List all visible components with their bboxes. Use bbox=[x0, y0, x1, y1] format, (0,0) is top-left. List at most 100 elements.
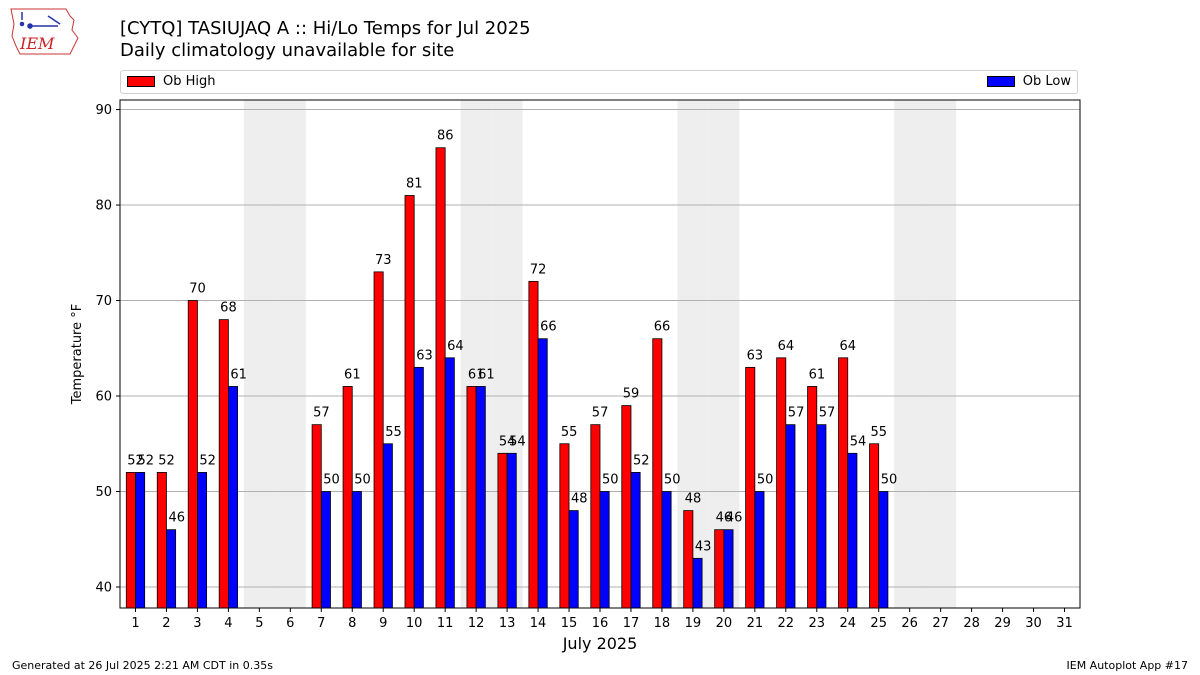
bar-low-day-8 bbox=[351, 491, 362, 609]
weekend-band bbox=[708, 100, 740, 608]
bar-low-day-13 bbox=[506, 452, 517, 609]
x-tick-label: 12 bbox=[468, 616, 485, 631]
bar-low-day-4 bbox=[227, 386, 238, 609]
data-label-low: 63 bbox=[416, 348, 433, 363]
title-line-1: [CYTQ] TASIUJAQ A :: Hi/Lo Temps for Jul… bbox=[120, 18, 531, 39]
bar-low-day-24 bbox=[847, 452, 858, 609]
bar-low-day-11 bbox=[444, 357, 455, 609]
data-label-high: 48 bbox=[685, 492, 702, 507]
bar-low-day-25 bbox=[878, 491, 889, 609]
bar-high-day-24 bbox=[838, 357, 849, 609]
x-tick-label: 27 bbox=[932, 616, 949, 631]
y-tick-label: 90 bbox=[95, 103, 112, 118]
data-label-high: 64 bbox=[778, 339, 795, 354]
data-label-low: 57 bbox=[788, 406, 805, 421]
legend-item-low: Ob Low bbox=[986, 74, 1071, 89]
data-label-high: 86 bbox=[437, 129, 454, 144]
x-tick-label: 25 bbox=[870, 616, 887, 631]
data-label-low: 50 bbox=[881, 473, 898, 488]
data-label-high: 81 bbox=[406, 176, 423, 191]
x-tick-label: 31 bbox=[1056, 616, 1073, 631]
data-label-low: 64 bbox=[447, 339, 464, 354]
data-label-high: 46 bbox=[716, 511, 733, 526]
x-tick-label: 22 bbox=[778, 616, 795, 631]
data-label-high: 63 bbox=[747, 348, 764, 363]
x-tick-label: 30 bbox=[1025, 616, 1042, 631]
bar-high-day-17 bbox=[621, 405, 632, 609]
x-tick-label: 7 bbox=[317, 616, 325, 631]
bar-high-day-18 bbox=[652, 338, 663, 609]
data-label-high: 57 bbox=[313, 406, 330, 421]
x-tick-label: 17 bbox=[623, 616, 640, 631]
bar-high-day-19 bbox=[683, 510, 694, 609]
bar-high-day-13 bbox=[497, 452, 508, 609]
x-axis-label: July 2025 bbox=[562, 634, 638, 653]
iem-logo: IEM bbox=[10, 8, 79, 55]
bar-low-day-12 bbox=[475, 386, 486, 609]
bar-low-day-7 bbox=[320, 491, 331, 609]
data-label-high: 52 bbox=[127, 453, 144, 468]
data-label-high: 61 bbox=[468, 367, 485, 382]
x-tick-label: 28 bbox=[963, 616, 980, 631]
x-tick-label: 15 bbox=[561, 616, 578, 631]
data-label-high: 59 bbox=[623, 387, 640, 402]
data-label-high: 72 bbox=[530, 262, 547, 277]
x-tick-label: 26 bbox=[901, 616, 918, 631]
data-label-low: 54 bbox=[850, 434, 867, 449]
x-tick-label: 6 bbox=[286, 616, 294, 631]
data-label-high: 68 bbox=[220, 301, 237, 316]
bar-high-day-21 bbox=[745, 366, 756, 609]
x-tick-label: 13 bbox=[499, 616, 516, 631]
y-tick-label: 80 bbox=[95, 199, 112, 214]
weekend-band bbox=[894, 100, 926, 608]
chart-title: [CYTQ] TASIUJAQ A :: Hi/Lo Temps for Jul… bbox=[120, 18, 531, 62]
bar-low-day-17 bbox=[630, 472, 641, 609]
data-label-low: 52 bbox=[137, 453, 154, 468]
footer-app: IEM Autoplot App #17 bbox=[1066, 659, 1189, 672]
x-tick-label: 23 bbox=[809, 616, 826, 631]
bar-high-day-8 bbox=[342, 386, 353, 609]
bar-low-day-2 bbox=[166, 529, 177, 609]
bar-low-day-18 bbox=[661, 491, 672, 609]
legend: Ob High Ob Low bbox=[120, 70, 1078, 94]
x-tick-label: 9 bbox=[379, 616, 387, 631]
weekend-band bbox=[243, 100, 275, 608]
y-tick-label: 50 bbox=[95, 485, 112, 500]
legend-swatch-low bbox=[986, 76, 1015, 87]
legend-label-high: Ob High bbox=[163, 74, 216, 89]
x-tick-label: 2 bbox=[162, 616, 170, 631]
bar-high-day-4 bbox=[218, 319, 229, 609]
x-tick-label: 21 bbox=[747, 616, 764, 631]
x-tick-label: 29 bbox=[994, 616, 1011, 631]
x-tick-label: 5 bbox=[255, 616, 263, 631]
data-label-low: 50 bbox=[354, 473, 371, 488]
title-line-2: Daily climatology unavailable for site bbox=[120, 40, 455, 61]
data-label-low: 54 bbox=[509, 434, 526, 449]
data-label-high: 55 bbox=[871, 425, 888, 440]
data-label-high: 73 bbox=[375, 253, 392, 268]
legend-item-high: Ob High bbox=[127, 74, 216, 89]
data-label-high: 57 bbox=[592, 406, 609, 421]
x-tick-label: 20 bbox=[716, 616, 733, 631]
data-label-low: 52 bbox=[633, 453, 650, 468]
bar-low-day-10 bbox=[413, 366, 424, 609]
bar-low-day-20 bbox=[723, 529, 734, 609]
x-tick-label: 1 bbox=[131, 616, 139, 631]
x-tick-label: 11 bbox=[437, 616, 454, 631]
bar-low-day-21 bbox=[754, 491, 765, 609]
x-tick-label: 18 bbox=[654, 616, 671, 631]
y-axis-label: Temperature °F bbox=[70, 304, 85, 405]
data-label-low: 50 bbox=[323, 473, 340, 488]
bar-high-day-23 bbox=[807, 386, 818, 609]
data-label-low: 57 bbox=[819, 406, 836, 421]
data-label-low: 43 bbox=[695, 539, 712, 554]
logo-text: IEM bbox=[19, 34, 55, 53]
data-label-high: 54 bbox=[499, 434, 516, 449]
bar-low-day-3 bbox=[197, 472, 208, 609]
legend-label-low: Ob Low bbox=[1022, 74, 1071, 89]
bar-low-day-23 bbox=[816, 424, 827, 609]
bar-high-day-10 bbox=[404, 195, 415, 609]
bar-low-day-19 bbox=[692, 557, 703, 609]
data-label-high: 64 bbox=[840, 339, 857, 354]
